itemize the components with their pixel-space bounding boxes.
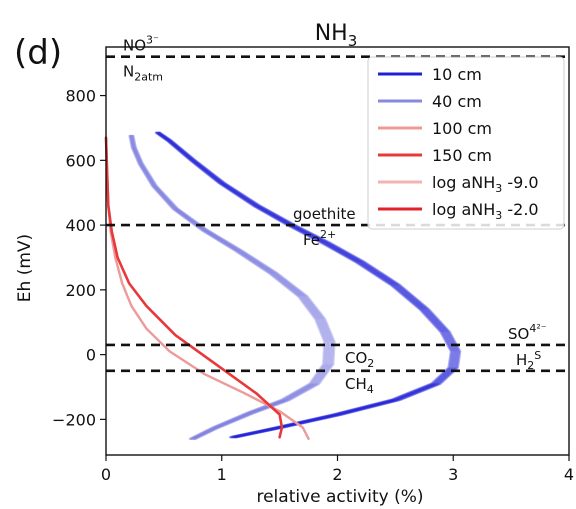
series-line-2-4 <box>129 134 330 441</box>
x-axis-label: relative activity (%) <box>256 487 423 507</box>
chart-title-main: NH <box>315 21 348 46</box>
legend-label-4: 150 cm <box>432 146 492 165</box>
reference-label-upper-4: CO2 <box>345 349 374 370</box>
series-line-1-5 <box>156 131 457 439</box>
series-line-2-3 <box>129 134 329 441</box>
x-tick-label-3: 2 <box>332 465 342 484</box>
series-2 <box>128 134 336 441</box>
y-tick-label-2: 0 <box>86 346 96 365</box>
chart-title-sub: 3 <box>348 32 358 50</box>
series-line-2-8 <box>131 134 335 441</box>
reference-label-lower-2: Fe2+ <box>303 228 336 249</box>
series-line-1-2 <box>155 131 454 439</box>
series-line-1-6 <box>157 131 458 439</box>
reference-label-upper-2: goethite <box>293 205 356 223</box>
series-line-2-7 <box>131 134 334 441</box>
series-4 <box>104 136 284 439</box>
legend: 10 cm 40 cm 100 cm 150 cm log aNH3 -9.0 log a… <box>367 56 565 230</box>
reference-label-lower-3: H2S <box>516 349 541 372</box>
series-line-2-5 <box>130 134 331 441</box>
y-tick-label-6: 800 <box>65 87 96 106</box>
legend-label-1: 10 cm <box>432 65 482 84</box>
series-1 <box>154 131 462 439</box>
x-tick-label-2: 1 <box>217 465 227 484</box>
series-line-4-1 <box>104 136 284 439</box>
series-line-2-2 <box>128 134 327 441</box>
series-line-1-3 <box>155 131 455 439</box>
legend-label-6: log aNH3 -2.0 <box>432 200 539 222</box>
panel-label: (d) <box>14 33 62 73</box>
x-tick-label-5: 4 <box>564 465 574 484</box>
series-line-1-9 <box>159 131 462 439</box>
reference-label-lower-4: CH4 <box>345 375 374 396</box>
legend-label-3: 100 cm <box>432 119 492 138</box>
y-tick-label-1: −200 <box>52 410 96 429</box>
series-line-1-1 <box>154 131 453 439</box>
reference-label-lower-1: N2atm <box>123 63 163 84</box>
series-line-1-8 <box>158 131 461 439</box>
y-tick-label-5: 600 <box>65 151 96 170</box>
legend-label-2: 40 cm <box>432 92 482 111</box>
series-line-2-9 <box>132 134 336 441</box>
series-line-1-4 <box>156 131 456 439</box>
series-line-2-6 <box>130 134 332 441</box>
plot-area: NO3⁻ N2atm goethite Fe2+ SO4²⁻ H2S CO2 CH4 10 cm… <box>52 34 574 484</box>
reference-label-upper-1: NO3⁻ <box>123 34 159 55</box>
y-tick-label-3: 200 <box>65 281 96 300</box>
chart-title: NH3 <box>315 21 358 50</box>
series-line-1-7 <box>157 131 460 439</box>
legend-label-5: log aNH3 -9.0 <box>432 173 539 195</box>
x-tick-label-4: 3 <box>448 465 458 484</box>
x-tick-label-1: 0 <box>101 465 111 484</box>
y-tick-label-4: 400 <box>65 216 96 235</box>
y-axis-label: Eh (mV) <box>15 234 35 302</box>
reference-label-upper-3: SO4²⁻ <box>508 322 547 343</box>
